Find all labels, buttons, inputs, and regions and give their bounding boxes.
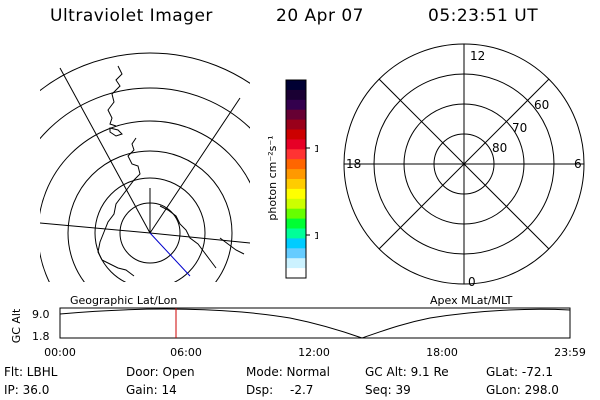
colorbar-frame xyxy=(285,79,307,279)
polar-mlt-plot: 12 18 6 0 60 70 80 xyxy=(343,43,585,289)
date-label: 20 Apr 07 xyxy=(276,6,364,26)
altitude-curve xyxy=(59,308,571,339)
colorbar-swatch xyxy=(286,179,306,190)
lat-circle xyxy=(40,52,250,92)
mlt-label-right: 6 xyxy=(574,157,582,171)
colorbar-swatch xyxy=(286,159,306,170)
colorbar-swatch xyxy=(286,248,306,259)
mlt-label-top: 12 xyxy=(470,49,485,63)
colorbar-tick-label: 10 xyxy=(314,231,318,242)
gain-info: Gain: 14 xyxy=(126,383,177,397)
colorbar-swatch xyxy=(286,238,306,249)
header: Ultraviolet Imager 20 Apr 07 05:23:51 UT xyxy=(0,6,600,30)
colorbar-swatch xyxy=(286,169,306,180)
lat-label: 60 xyxy=(534,98,549,112)
timeline-xtick: 18:00 xyxy=(426,346,458,359)
colorbar-swatch xyxy=(286,208,306,220)
island xyxy=(109,127,123,137)
lat-label: 80 xyxy=(492,141,507,155)
colorbar-swatch xyxy=(286,109,306,121)
lat-label: 70 xyxy=(512,121,527,135)
mlt-label-left: 18 xyxy=(346,157,361,171)
colorbar-swatch xyxy=(286,258,306,269)
colorbar-swatch xyxy=(286,80,306,91)
timeline-frame xyxy=(59,307,571,339)
colorbar-swatch xyxy=(286,228,306,239)
colorbar-swatch xyxy=(286,139,306,150)
colorbar-swatch xyxy=(286,149,306,160)
timeline-ytick: 1.8 xyxy=(32,330,50,343)
meridian-line xyxy=(149,97,241,234)
timeline-ylabel: GC Alt xyxy=(10,308,23,343)
colorbar-swatch xyxy=(286,218,306,229)
filter-info: Flt: LBHL xyxy=(4,365,58,379)
meridian-line xyxy=(40,222,151,234)
timeline-xtick: 12:00 xyxy=(298,346,330,359)
dsp-info: Dsp: xyxy=(246,383,274,397)
mode-info: Mode: Normal xyxy=(246,365,330,379)
colorbar-swatch xyxy=(286,119,306,130)
timeline-ytick: 9.0 xyxy=(32,308,50,321)
instrument-title: Ultraviolet Imager xyxy=(50,6,213,26)
colorbar-swatches xyxy=(286,80,306,279)
colorbar-tick-label: 100 xyxy=(314,144,318,155)
meridian-line xyxy=(149,232,250,244)
timeline-xtick: 00:00 xyxy=(44,346,76,359)
lat-circle xyxy=(40,87,250,140)
timeline-xtick: 23:59 xyxy=(554,346,586,359)
colorbar-swatch xyxy=(286,268,306,279)
colorbar-swatch xyxy=(286,198,306,210)
colorbar-unit-label: photon cm⁻²s⁻¹ xyxy=(266,135,279,220)
meridian-line xyxy=(59,67,151,234)
timeline-right-label: Apex MLat/MLT xyxy=(430,294,513,307)
lat-circle xyxy=(40,120,250,282)
gc-alt-info: GC Alt: 9.1 Re xyxy=(365,365,449,379)
satellite-track xyxy=(149,232,191,277)
diagonal-line xyxy=(378,78,550,250)
seq-info: Seq: 39 xyxy=(365,383,411,397)
glon-info: GLon: 298.0 xyxy=(486,383,559,397)
lat-circle xyxy=(67,150,233,282)
time-label: 05:23:51 UT xyxy=(428,6,539,26)
ip-info: IP: 36.0 xyxy=(4,383,50,397)
glat-info: GLat: -72.1 xyxy=(486,365,553,379)
coastline xyxy=(97,65,245,277)
geographic-map xyxy=(40,52,250,282)
orbit-timeline: GC Alt 9.0 1.8 00:00 06:00 12:00 18:00 2… xyxy=(10,307,586,359)
timeline-xtick: 06:00 xyxy=(170,346,202,359)
timeline-left-label: Geographic Lat/Lon xyxy=(70,294,178,307)
colorbar-swatch xyxy=(286,89,306,101)
colorbar-swatch xyxy=(286,188,306,200)
lat-circle xyxy=(94,177,206,282)
dsp-value: -2.7 xyxy=(290,383,314,397)
colorbar-swatch xyxy=(286,99,306,111)
colorbar-swatch xyxy=(286,129,306,140)
door-info: Door: Open xyxy=(126,365,195,379)
colorbar: photon cm⁻²s⁻¹ 100 10 xyxy=(266,79,318,279)
mlt-label-bottom: 0 xyxy=(468,275,476,289)
